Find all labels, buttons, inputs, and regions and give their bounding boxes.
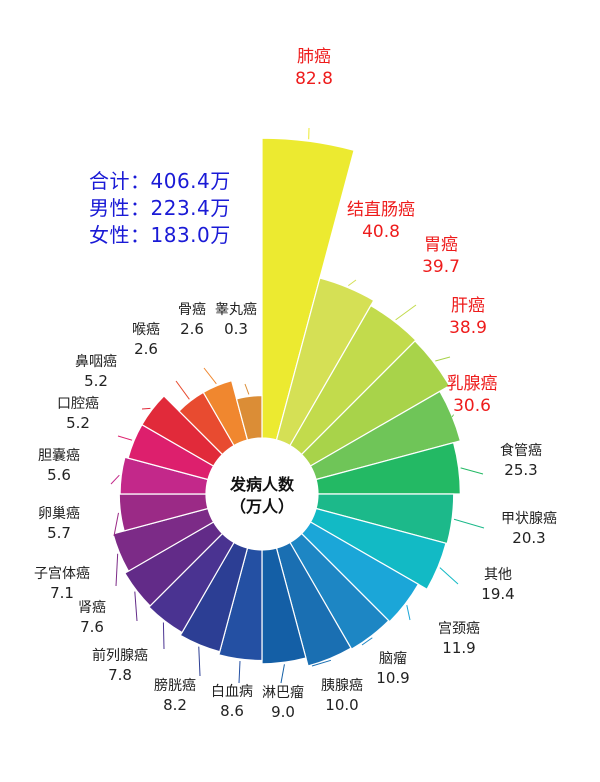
leader-line-15: [162, 622, 165, 650]
category-value-14: 8.2: [163, 696, 187, 714]
category-value-5: 30.6: [453, 396, 491, 416]
leader-line-18: [113, 512, 119, 537]
category-value-6: 25.3: [504, 461, 537, 479]
category-name-12: 淋巴瘤: [262, 684, 304, 701]
leader-line-2: [348, 279, 357, 287]
category-name-20: 口腔癌: [57, 396, 99, 412]
leader-line-7: [453, 518, 485, 529]
leader-line-17: [115, 553, 119, 587]
category-value-13: 8.6: [220, 702, 244, 720]
leader-line-24: [244, 383, 250, 395]
category-value-15: 7.8: [108, 666, 132, 684]
category-name-10: 脑瘤: [379, 650, 407, 667]
category-value-16: 7.6: [80, 618, 104, 636]
summary-male: 男性：223.4万: [89, 196, 231, 220]
leader-line-4: [435, 356, 451, 362]
summary-panel: 合计：406.4万 男性：223.4万 女性：183.0万: [89, 168, 231, 249]
category-name-11: 胰腺癌: [321, 678, 363, 694]
category-name-7: 甲状腺癌: [501, 511, 557, 527]
category-value-2: 40.8: [362, 222, 400, 242]
leader-line-13: [238, 661, 241, 684]
leader-line-8: [439, 567, 459, 585]
leader-line-9: [406, 605, 411, 621]
category-name-6: 食管癌: [500, 442, 542, 459]
leader-line-14: [198, 646, 201, 677]
category-value-23: 2.6: [180, 320, 204, 338]
category-value-7: 20.3: [512, 529, 545, 547]
category-name-23: 骨癌: [178, 302, 206, 318]
leader-line-16: [134, 591, 138, 622]
category-name-2: 结直肠癌: [347, 200, 415, 220]
center-title: 发病人数: [229, 475, 295, 494]
category-value-12: 9.0: [271, 703, 295, 721]
leader-line-12: [280, 664, 285, 684]
category-value-18: 5.7: [47, 524, 71, 542]
category-value-21: 5.2: [84, 372, 108, 390]
category-name-9: 宫颈癌: [438, 621, 480, 637]
leader-lines: [110, 127, 485, 684]
leader-line-11: [311, 659, 332, 667]
category-value-19: 5.6: [47, 466, 71, 484]
category-name-21: 鼻咽癌: [75, 353, 117, 370]
leader-line-20: [117, 435, 133, 441]
center-hole: [206, 438, 318, 550]
category-value-9: 11.9: [442, 639, 475, 657]
leader-line-23: [203, 367, 217, 385]
category-value-3: 39.7: [422, 257, 460, 277]
category-value-24: 0.3: [224, 320, 248, 338]
leader-line-19: [110, 474, 120, 485]
category-name-3: 胃癌: [424, 235, 458, 255]
category-value-11: 10.0: [325, 696, 358, 714]
leader-line-22: [175, 380, 190, 400]
leader-line-6: [460, 467, 484, 475]
leader-line-5: [451, 414, 455, 418]
category-name-13: 白血病: [211, 684, 253, 700]
category-name-4: 肝癌: [451, 296, 485, 316]
leader-line-21: [141, 407, 151, 410]
category-name-1: 肺癌: [297, 47, 331, 67]
category-value-1: 82.8: [295, 69, 333, 89]
leader-line-3: [395, 304, 417, 321]
center-unit: （万人）: [230, 497, 294, 516]
category-name-8: 其他: [484, 567, 512, 583]
category-value-8: 19.4: [481, 585, 514, 603]
category-value-4: 38.9: [449, 318, 487, 338]
category-name-19: 胆囊癌: [38, 447, 80, 464]
category-name-17: 子宫体癌: [34, 566, 90, 582]
summary-total: 合计：406.4万: [89, 169, 231, 193]
category-name-15: 前列腺癌: [92, 647, 148, 664]
category-name-5: 乳腺癌: [447, 374, 498, 394]
category-value-22: 2.6: [134, 340, 158, 358]
leader-line-10: [361, 637, 373, 646]
category-value-20: 5.2: [66, 414, 90, 432]
category-name-16: 肾癌: [78, 600, 106, 616]
category-value-17: 7.1: [50, 584, 74, 602]
category-name-14: 膀胱癌: [154, 677, 196, 694]
category-name-18: 卵巢癌: [38, 506, 80, 522]
category-value-10: 10.9: [376, 669, 409, 687]
category-name-22: 喉癌: [132, 322, 160, 338]
summary-female: 女性：183.0万: [89, 223, 231, 247]
category-name-24: 睾丸癌: [215, 302, 257, 318]
